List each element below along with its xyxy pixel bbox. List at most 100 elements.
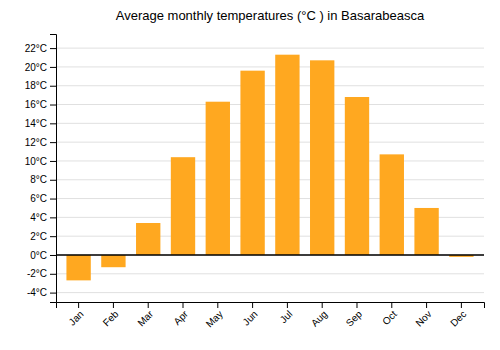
x-tick-label: Oct [380, 308, 399, 327]
y-tick-label: 14°C [25, 118, 47, 129]
grid-line [56, 85, 484, 86]
grid-line [56, 104, 484, 105]
x-tick-mark [113, 302, 114, 308]
y-tick-mark [50, 180, 56, 181]
x-tick: Apr [171, 302, 190, 327]
grid-line [56, 142, 484, 143]
baseline [56, 254, 484, 256]
y-tick: 20°C [25, 62, 56, 73]
x-tick-mark [287, 302, 288, 308]
x-tick-label: Dec [448, 308, 468, 328]
x-tick-label: Aug [309, 308, 329, 328]
y-tick: 8°C [30, 174, 56, 185]
bar [345, 97, 369, 255]
y-tick-mark [50, 293, 56, 294]
y-tick-mark [50, 161, 56, 162]
y-tick: 22°C [25, 43, 56, 54]
x-tick: Dec [448, 302, 468, 329]
y-axis-line [50, 35, 57, 303]
x-tick: Mar [135, 302, 155, 328]
grid-line [56, 198, 484, 199]
y-tick-label: 20°C [25, 62, 47, 73]
x-tick: Jun [240, 302, 259, 328]
x-tick-mark [148, 302, 149, 308]
y-tick-mark [50, 255, 56, 256]
x-tick-mark [356, 302, 357, 308]
x-tick-label: Mar [135, 308, 155, 328]
y-tick-mark [50, 123, 56, 124]
y-tick-mark [50, 236, 56, 237]
x-tick-label: Apr [171, 308, 190, 327]
y-tick-label: -4°C [27, 287, 47, 298]
bars [56, 55, 484, 281]
x-tick: Feb [101, 302, 121, 328]
y-tick-label: 16°C [25, 99, 47, 110]
x-axis-line [57, 303, 485, 309]
y-tick-mark [50, 105, 56, 106]
y-axis: -4°C -2°C 0°C 2°C 4°C 6°C 8°C 10°C 12°C 14°C 16°C 1… [25, 35, 57, 303]
grid-line [56, 160, 484, 161]
x-tick: Aug [309, 302, 329, 329]
x-tick: May [204, 302, 225, 330]
bar [101, 255, 125, 267]
y-tick: 10°C [25, 156, 56, 167]
y-tick-mark [50, 199, 56, 200]
bar [66, 255, 90, 280]
grid-line [56, 292, 484, 293]
x-tick-label: Sep [344, 308, 365, 329]
y-tick: 0°C [30, 250, 56, 261]
x-tick: Oct [380, 302, 399, 327]
y-tick-label: -2°C [27, 268, 47, 279]
y-tick-label: 8°C [30, 174, 47, 185]
bar [136, 223, 160, 255]
x-tick-mark [461, 302, 462, 308]
y-tick-mark [50, 86, 56, 87]
y-tick-label: 0°C [30, 250, 47, 261]
x-tick: Jul [278, 302, 295, 325]
y-tick-label: 18°C [25, 80, 47, 91]
x-tick: Jan [67, 302, 86, 328]
plot: -4°C -2°C 0°C 2°C 4°C 6°C 8°C 10°C 12°C 14°C 16°C 1… [25, 35, 485, 330]
grid-line [56, 48, 484, 49]
bar [240, 71, 264, 255]
x-tick-mark [217, 302, 218, 308]
x-tick-mark [78, 302, 79, 308]
chart: -4°C -2°C 0°C 2°C 4°C 6°C 8°C 10°C 12°C 14°C 16°C 1… [0, 0, 500, 350]
x-tick-label: Feb [101, 308, 121, 328]
grid-line [56, 66, 484, 67]
grid [56, 48, 484, 292]
x-tick-label: Jan [67, 308, 86, 327]
bar [414, 208, 438, 255]
y-tick-mark [50, 67, 56, 68]
x-tick-mark [426, 302, 427, 308]
y-tick-mark [50, 274, 56, 275]
y-tick: 18°C [25, 80, 56, 91]
grid-line [56, 179, 484, 180]
grid-line [56, 273, 484, 274]
bar [275, 55, 299, 255]
y-tick-label: 2°C [30, 231, 47, 242]
x-tick: Nov [413, 302, 433, 329]
y-tick: 2°C [30, 231, 56, 242]
y-tick: 14°C [25, 118, 56, 129]
y-tick-mark [50, 48, 56, 49]
y-tick-mark [50, 142, 56, 143]
x-tick-mark [322, 302, 323, 308]
y-tick-label: 4°C [30, 212, 47, 223]
x-tick-label: Jun [240, 308, 259, 327]
y-tick: 6°C [30, 193, 56, 204]
bar [206, 102, 230, 255]
bar [171, 157, 195, 255]
bar [380, 154, 404, 255]
bar [310, 60, 334, 255]
grid-line [56, 123, 484, 124]
x-tick-mark [252, 302, 253, 308]
x-axis: Jan Feb Mar Apr May Jun Jul Aug Sep Oct Nov Dec [57, 302, 485, 330]
y-tick-label: 10°C [25, 156, 47, 167]
x-tick: Sep [344, 302, 365, 329]
y-tick: 12°C [25, 137, 56, 148]
grid-line [56, 254, 484, 255]
title: Average monthly temperatures (°C ) in Ba… [116, 8, 425, 23]
y-tick-mark [50, 217, 56, 218]
x-tick-mark [391, 302, 392, 308]
